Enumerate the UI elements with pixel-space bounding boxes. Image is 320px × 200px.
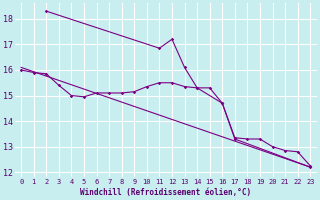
X-axis label: Windchill (Refroidissement éolien,°C): Windchill (Refroidissement éolien,°C) (80, 188, 251, 197)
